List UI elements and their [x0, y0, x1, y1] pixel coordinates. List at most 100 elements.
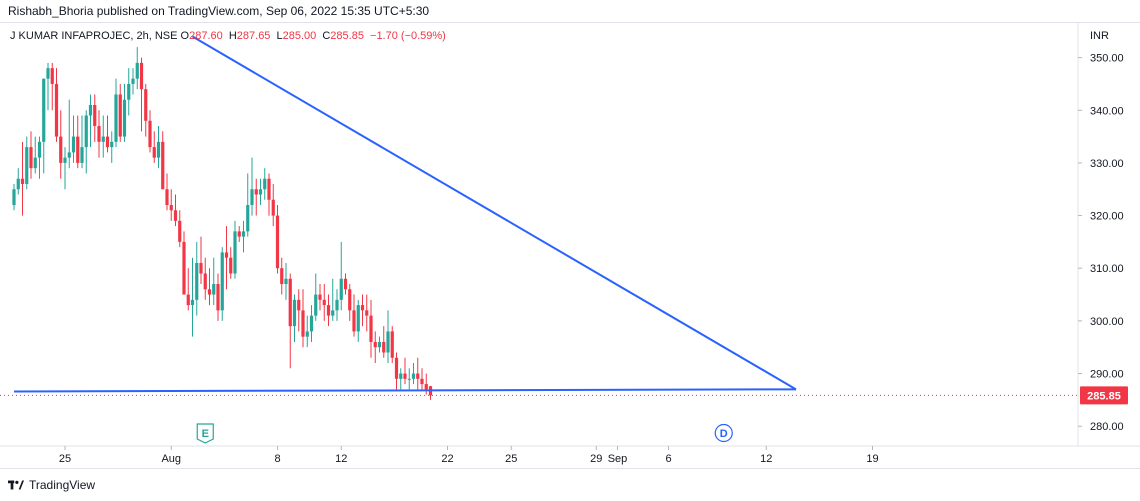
candle-body — [229, 257, 233, 274]
x-tick-label: 6 — [665, 453, 671, 465]
earnings-marker-icon — [196, 423, 214, 444]
candle-body — [37, 141, 42, 158]
y-tick-label: 280.00 — [1090, 421, 1124, 433]
candle-body — [394, 357, 399, 379]
candle-body — [424, 384, 428, 390]
candle-body — [216, 284, 220, 311]
x-tick-label: 25 — [505, 453, 517, 465]
candle-body — [224, 252, 229, 258]
candle-body — [178, 220, 182, 242]
candle-body — [246, 205, 250, 232]
candle-body — [80, 147, 84, 163]
candle-body — [373, 341, 377, 348]
candle-body — [12, 189, 16, 206]
candle-body — [186, 294, 190, 306]
x-tick-label: 25 — [59, 453, 71, 465]
candle-body — [190, 299, 195, 306]
candle-body — [335, 299, 339, 311]
candle-body — [152, 147, 156, 158]
candle-body — [139, 62, 144, 90]
last-price-tag — [1080, 386, 1128, 405]
candle-body — [377, 341, 382, 348]
candle-body — [250, 189, 254, 206]
candle-body — [46, 68, 50, 79]
event-marker-label: E — [202, 428, 209, 440]
candle-body — [71, 136, 76, 153]
chart-frame — [0, 22, 1140, 469]
candle-body — [343, 278, 348, 290]
candle-body — [318, 294, 322, 300]
candle-body — [182, 241, 186, 295]
ohlc-legend: J KUMAR INFAPROJEC, 2h, NSE O287.60 H287… — [10, 30, 449, 42]
tradingview-logo-icon — [8, 480, 24, 490]
y-tick-label: 340.00 — [1090, 105, 1124, 117]
candle-body — [382, 341, 386, 353]
candle-body — [280, 268, 284, 285]
candle-body — [131, 78, 135, 84]
event-marker-label: D — [720, 428, 728, 440]
close-label: C — [322, 30, 331, 42]
candle-body — [169, 205, 173, 211]
y-tick-label: 300.00 — [1090, 316, 1124, 328]
candle-body — [50, 68, 54, 84]
candle-body — [212, 284, 216, 295]
x-tick-label: Aug — [161, 453, 181, 465]
candle-body — [288, 278, 292, 327]
last-price-tag-label: 285.85 — [1087, 390, 1121, 402]
y-tick-label: 330.00 — [1090, 158, 1124, 170]
currency-label: INR — [1090, 30, 1109, 42]
symbol-label[interactable]: J KUMAR INFAPROJEC, 2h, NSE — [10, 30, 178, 42]
candle-body — [241, 231, 246, 237]
low-label: L — [276, 30, 283, 42]
open-label: O — [180, 30, 190, 42]
candle-body — [16, 178, 20, 190]
trendline-horizontal-support — [13, 388, 797, 393]
x-tick-label: 29 — [590, 453, 602, 465]
candle-body — [148, 120, 152, 148]
candle-body — [254, 189, 258, 195]
candle-body — [322, 299, 326, 306]
y-tick-label: 290.00 — [1090, 369, 1124, 381]
candle-body — [292, 299, 297, 327]
candle-body — [207, 289, 212, 295]
candle-body — [122, 99, 127, 137]
y-tick-label: 350.00 — [1090, 53, 1124, 65]
x-tick-label: 19 — [866, 453, 878, 465]
candle-body — [54, 83, 59, 137]
x-tick-label: 22 — [441, 453, 453, 465]
footer: TradingView — [8, 478, 95, 492]
candle-body — [275, 215, 280, 269]
footer-brand[interactable]: TradingView — [29, 478, 96, 492]
candle-body — [233, 231, 237, 274]
candle-body — [314, 294, 318, 316]
candle-body — [348, 289, 352, 311]
close-value: 285.85 — [330, 30, 364, 42]
change-value: −1.70 (−0.59%) — [370, 30, 446, 42]
candle-body — [127, 83, 131, 100]
candle-body — [326, 305, 331, 316]
candle-body — [63, 157, 67, 163]
candle-body — [93, 104, 97, 127]
candle-body — [416, 373, 420, 379]
candle-body — [411, 373, 416, 379]
x-tick-label: Sep — [608, 453, 628, 465]
candle-body — [25, 147, 29, 184]
candle-body — [114, 94, 118, 142]
candle-body — [365, 310, 369, 316]
candle-body — [173, 210, 178, 221]
candle-body — [88, 104, 93, 116]
candle-body — [258, 189, 263, 195]
candle-body — [267, 178, 271, 200]
candle-body — [297, 299, 301, 311]
candle-body — [271, 199, 275, 216]
candle-body — [420, 378, 424, 385]
candle-body — [237, 231, 241, 237]
candle-body — [386, 331, 390, 353]
publisher-banner: Rishabh_Bhoria published on TradingView.… — [0, 0, 1140, 22]
x-tick-label: 12 — [760, 453, 772, 465]
candle-body — [195, 262, 199, 300]
candle-body — [199, 262, 203, 274]
candle-body — [305, 331, 309, 337]
candle-body — [67, 152, 71, 158]
